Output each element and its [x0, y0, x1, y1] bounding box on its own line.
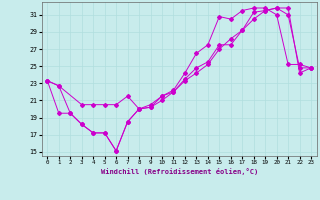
- X-axis label: Windchill (Refroidissement éolien,°C): Windchill (Refroidissement éolien,°C): [100, 168, 258, 175]
